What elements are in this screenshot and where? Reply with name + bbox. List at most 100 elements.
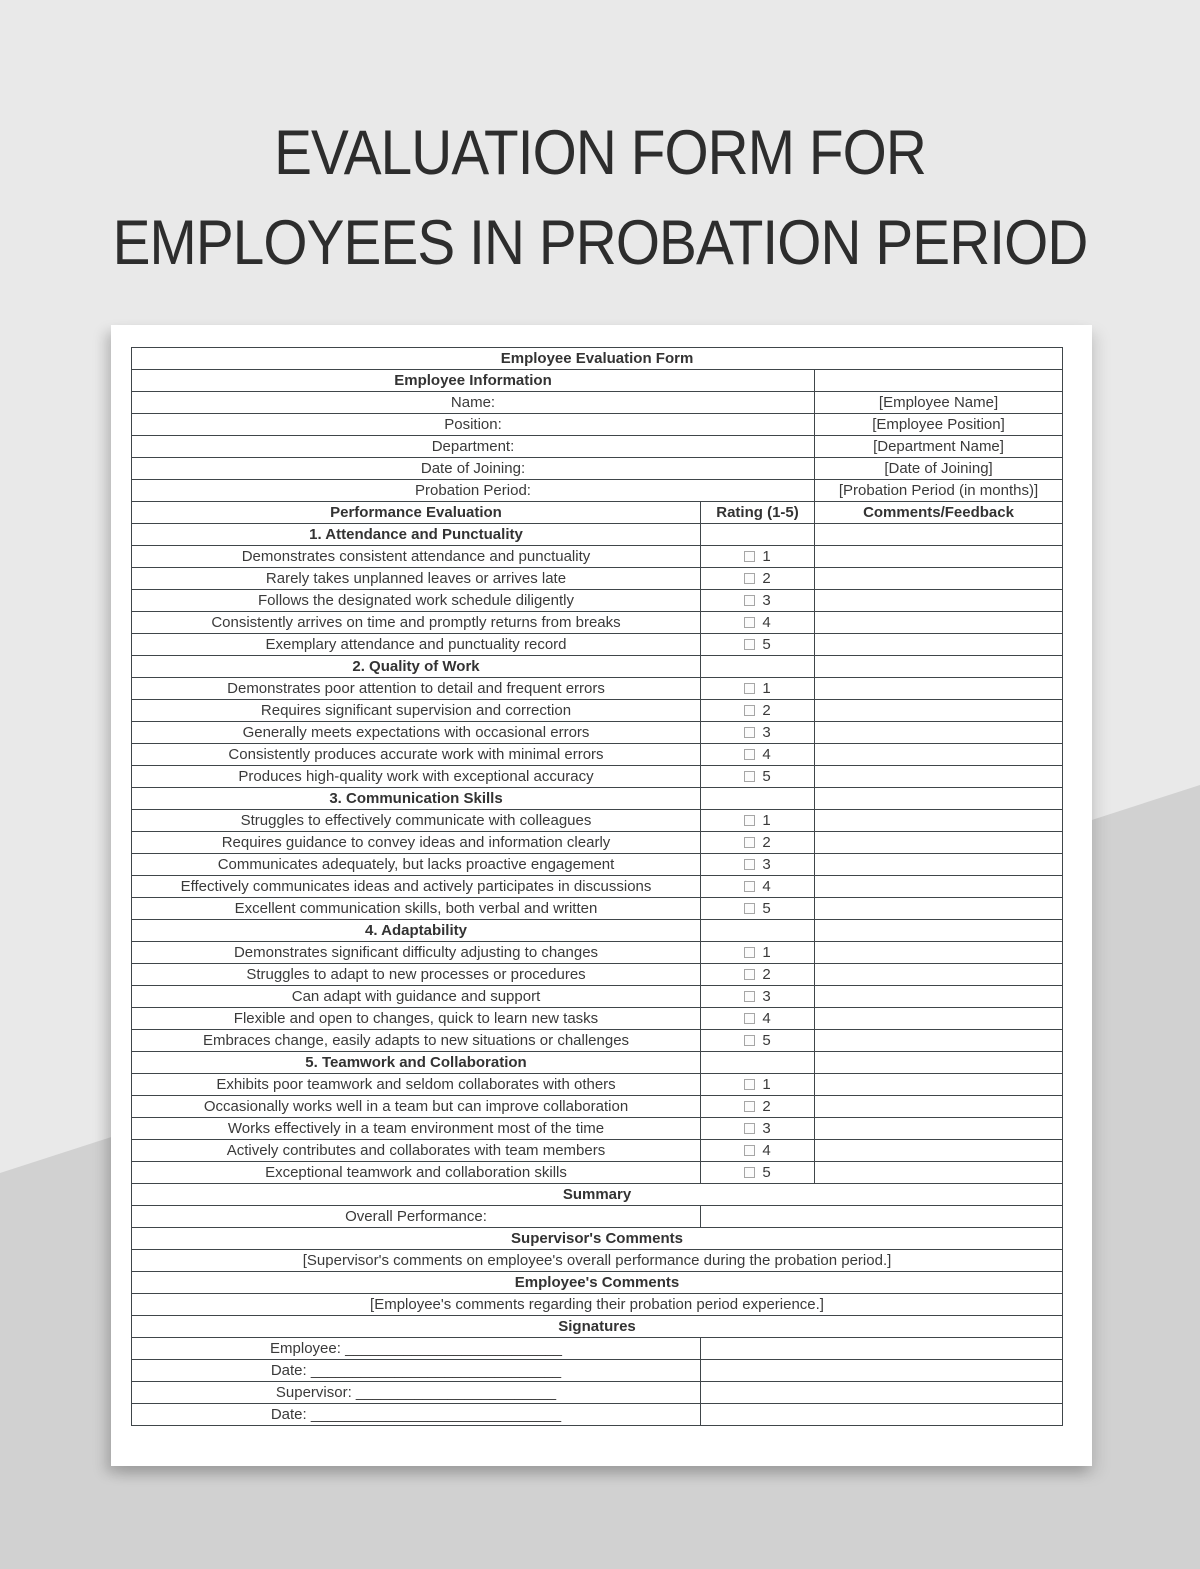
rating-checkbox-icon[interactable] bbox=[744, 991, 756, 1002]
criterion-cell: Demonstrates significant difficulty adju… bbox=[131, 941, 701, 964]
info-value-cell: [Employee Name] bbox=[813, 391, 1064, 414]
table-row: Employee Evaluation Form bbox=[130, 347, 1064, 370]
empty-comment-cell bbox=[813, 919, 1064, 942]
rating-checkbox-icon[interactable] bbox=[744, 1101, 756, 1112]
empty-cell bbox=[699, 1337, 1064, 1360]
table-row: Excellent communication skills, both ver… bbox=[131, 897, 1064, 920]
empty-comment-cell bbox=[813, 1117, 1064, 1140]
criterion-cell: Follows the designated work schedule dil… bbox=[131, 589, 701, 612]
rating-number: 5 bbox=[762, 1032, 771, 1049]
row-heading-cell: Employee Evaluation Form bbox=[130, 347, 1064, 370]
criterion-cell: Demonstrates poor attention to detail an… bbox=[131, 677, 701, 700]
table-row: Struggles to effectively communicate wit… bbox=[131, 809, 1064, 832]
table-row: 3. Communication Skills bbox=[131, 787, 1064, 810]
rating-checkbox-icon[interactable] bbox=[744, 1013, 756, 1024]
rating-number: 1 bbox=[762, 680, 771, 697]
table-row: Communicates adequately, but lacks proac… bbox=[131, 853, 1064, 876]
section-title-cell: 4. Adaptability bbox=[131, 919, 701, 942]
rating-checkbox-icon[interactable] bbox=[744, 771, 756, 782]
table-row: Occasionally works well in a team but ca… bbox=[131, 1095, 1064, 1118]
rating-checkbox-icon[interactable] bbox=[744, 1145, 756, 1156]
rating-checkbox-icon[interactable] bbox=[744, 1079, 756, 1090]
table-row: Struggles to adapt to new processes or p… bbox=[131, 963, 1064, 986]
empty-cell bbox=[813, 369, 1064, 392]
rating-cell: 4 bbox=[700, 1139, 815, 1162]
table-row: Performance Evaluation Rating (1-5) Commen… bbox=[131, 501, 1064, 524]
table-row: Requires significant supervision and cor… bbox=[131, 699, 1064, 722]
rating-checkbox-icon[interactable] bbox=[744, 617, 756, 628]
rating-checkbox-icon[interactable] bbox=[744, 1123, 756, 1134]
criterion-cell: Embraces change, easily adapts to new si… bbox=[131, 1029, 701, 1052]
row-text-cell: [Employee's comments regarding their pro… bbox=[130, 1293, 1064, 1316]
rating-number: 5 bbox=[762, 636, 771, 653]
table-row: Name: [Employee Name] bbox=[131, 391, 1064, 414]
rating-cell: 1 bbox=[700, 1073, 815, 1096]
empty-comment-cell bbox=[813, 875, 1064, 898]
rating-checkbox-icon[interactable] bbox=[744, 969, 756, 980]
rating-checkbox-icon[interactable] bbox=[744, 947, 756, 958]
table-row: Follows the designated work schedule dil… bbox=[131, 589, 1064, 612]
rating-checkbox-icon[interactable] bbox=[744, 837, 756, 848]
criterion-cell: Works effectively in a team environment … bbox=[131, 1117, 701, 1140]
table-row: Can adapt with guidance and support 3 bbox=[131, 985, 1064, 1008]
rating-checkbox-icon[interactable] bbox=[744, 551, 756, 562]
criterion-cell: Exemplary attendance and punctuality rec… bbox=[131, 633, 701, 656]
table-row: [Employee's comments regarding their pro… bbox=[130, 1293, 1064, 1316]
rating-checkbox-icon[interactable] bbox=[744, 595, 756, 606]
rating-cell: 4 bbox=[700, 1007, 815, 1030]
rating-checkbox-icon[interactable] bbox=[744, 1035, 756, 1046]
empty-comment-cell bbox=[813, 1139, 1064, 1162]
signature-label-cell: Overall Performance: bbox=[131, 1205, 701, 1228]
table-row: 2. Quality of Work bbox=[131, 655, 1064, 678]
info-label-cell: Probation Period: bbox=[131, 479, 815, 502]
rating-checkbox-icon[interactable] bbox=[744, 749, 756, 760]
form-sheet: Employee Evaluation Form Employee Informa… bbox=[111, 325, 1092, 1466]
rating-cell: 3 bbox=[700, 1117, 815, 1140]
rating-checkbox-icon[interactable] bbox=[744, 705, 756, 716]
table-row: Exceptional teamwork and collaboration s… bbox=[131, 1161, 1064, 1184]
rating-checkbox-icon[interactable] bbox=[744, 1167, 756, 1178]
criterion-cell: Occasionally works well in a team but ca… bbox=[131, 1095, 701, 1118]
rating-number: 4 bbox=[762, 614, 771, 631]
empty-comment-cell bbox=[813, 1051, 1064, 1074]
table-row: Embraces change, easily adapts to new si… bbox=[131, 1029, 1064, 1052]
rating-number: 3 bbox=[762, 592, 771, 609]
criterion-cell: Consistently arrives on time and promptl… bbox=[131, 611, 701, 634]
column-header-cell: Performance Evaluation bbox=[131, 501, 701, 524]
signature-label-cell: Date: ______________________________ bbox=[131, 1403, 701, 1426]
rating-checkbox-icon[interactable] bbox=[744, 639, 756, 650]
rating-cell: 3 bbox=[700, 985, 815, 1008]
table-row: [Supervisor's comments on employee's ove… bbox=[130, 1249, 1064, 1272]
info-header-cell: Employee Information bbox=[131, 369, 815, 392]
rating-checkbox-icon[interactable] bbox=[744, 881, 756, 892]
rating-cell: 5 bbox=[700, 765, 815, 788]
table-row: Consistently produces accurate work with… bbox=[131, 743, 1064, 766]
table-row: Supervisor's Comments bbox=[130, 1227, 1064, 1250]
empty-comment-cell bbox=[813, 633, 1064, 656]
evaluation-form-table: Employee Evaluation Form Employee Informa… bbox=[130, 347, 1064, 1426]
table-row: Demonstrates significant difficulty adju… bbox=[131, 941, 1064, 964]
rating-checkbox-icon[interactable] bbox=[744, 727, 756, 738]
rating-number: 5 bbox=[762, 1164, 771, 1181]
criterion-cell: Flexible and open to changes, quick to l… bbox=[131, 1007, 701, 1030]
rating-cell: 5 bbox=[700, 1029, 815, 1052]
rating-checkbox-icon[interactable] bbox=[744, 859, 756, 870]
rating-checkbox-icon[interactable] bbox=[744, 815, 756, 826]
rating-checkbox-icon[interactable] bbox=[744, 683, 756, 694]
row-heading-cell: Summary bbox=[130, 1183, 1064, 1206]
empty-comment-cell bbox=[813, 1095, 1064, 1118]
criterion-cell: Rarely takes unplanned leaves or arrives… bbox=[131, 567, 701, 590]
info-label-cell: Name: bbox=[131, 391, 815, 414]
rating-checkbox-icon[interactable] bbox=[744, 903, 756, 914]
rating-cell: 3 bbox=[700, 721, 815, 744]
rating-number: 2 bbox=[762, 702, 771, 719]
empty-rating-cell bbox=[700, 1051, 815, 1074]
rating-cell: 2 bbox=[700, 1095, 815, 1118]
table-row: Generally meets expectations with occasi… bbox=[131, 721, 1064, 744]
table-row: Demonstrates poor attention to detail an… bbox=[131, 677, 1064, 700]
criterion-cell: Produces high-quality work with exceptio… bbox=[131, 765, 701, 788]
info-value-cell: [Date of Joining] bbox=[813, 457, 1064, 480]
table-row: Requires guidance to convey ideas and in… bbox=[131, 831, 1064, 854]
rating-checkbox-icon[interactable] bbox=[744, 573, 756, 584]
rating-cell: 4 bbox=[700, 743, 815, 766]
